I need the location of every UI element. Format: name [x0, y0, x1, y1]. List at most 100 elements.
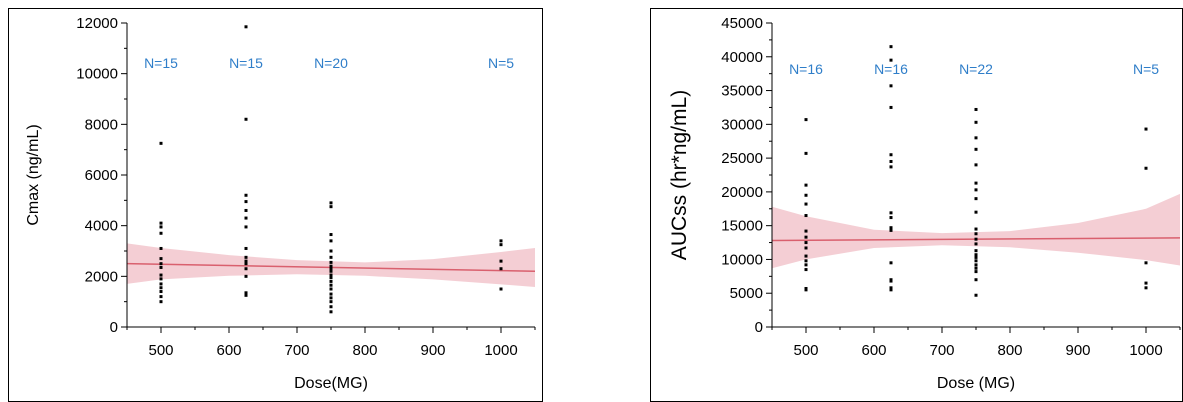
- y-tick-label: 0: [755, 319, 763, 336]
- y-axis-title: AUCss (hr*ng/mL): [668, 90, 691, 260]
- x-tick-label: 800: [997, 342, 1022, 359]
- data-point: [889, 105, 893, 109]
- data-point: [159, 257, 163, 261]
- data-point: [329, 292, 333, 296]
- x-tick-label: 800: [352, 342, 377, 359]
- data-point: [974, 120, 978, 124]
- x-tick-label: 900: [1065, 342, 1090, 359]
- sample-size-label: N=16: [874, 61, 908, 77]
- y-tick-label: 25000: [721, 150, 763, 167]
- data-point: [329, 249, 333, 253]
- data-point: [974, 197, 978, 201]
- data-point: [889, 159, 893, 163]
- data-point: [889, 211, 893, 215]
- data-point: [159, 221, 163, 225]
- data-point: [159, 282, 163, 286]
- sample-size-label: N=5: [1133, 61, 1159, 77]
- sample-size-label: N=20: [314, 55, 348, 71]
- data-point: [974, 270, 978, 274]
- data-point: [974, 163, 978, 167]
- x-tick-label: 500: [148, 342, 173, 359]
- data-point: [329, 283, 333, 287]
- y-tick-label: 6000: [85, 167, 118, 184]
- y-tick-label: 2000: [85, 268, 118, 285]
- data-point: [889, 153, 893, 157]
- data-point: [974, 107, 978, 111]
- chart-frame: [650, 8, 1183, 402]
- sample-size-label: N=5: [488, 55, 514, 71]
- data-point: [804, 229, 808, 233]
- data-point: [159, 141, 163, 145]
- data-point: [804, 246, 808, 250]
- y-tick-label: 8000: [85, 116, 118, 133]
- data-point: [1144, 166, 1148, 170]
- data-point: [889, 216, 893, 220]
- y-tick-label: 45000: [721, 15, 763, 32]
- data-point: [329, 201, 333, 205]
- y-tick-label: 40000: [721, 49, 763, 66]
- data-point: [329, 255, 333, 259]
- data-point: [329, 273, 333, 277]
- data-point: [974, 147, 978, 151]
- cmax-chart-panel: 0 2000 4000 6000 8000 10000 12000 500 600 700 800 9…: [0, 0, 543, 402]
- data-point: [974, 136, 978, 140]
- data-point: [244, 262, 248, 266]
- data-point: [244, 291, 248, 295]
- data-point: [889, 261, 893, 265]
- data-point: [1144, 286, 1148, 290]
- data-point: [244, 193, 248, 197]
- data-point: [974, 278, 978, 282]
- data-point: [974, 242, 978, 246]
- data-point: [974, 188, 978, 192]
- data-point: [499, 267, 503, 271]
- data-point: [244, 267, 248, 271]
- data-point: [159, 273, 163, 277]
- data-point: [159, 262, 163, 266]
- cmax-vs-dose-chart: 0 2000 4000 6000 8000 10000 12000 500 600 700 800 9…: [8, 8, 543, 402]
- confidence-band: [772, 193, 1180, 269]
- data-point: [329, 305, 333, 309]
- x-tick-label: 700: [929, 342, 954, 359]
- data-point: [159, 300, 163, 304]
- data-point: [329, 296, 333, 300]
- data-point: [804, 259, 808, 263]
- x-tick-label: 700: [284, 342, 309, 359]
- data-point: [804, 202, 808, 206]
- data-point: [889, 286, 893, 290]
- data-point: [889, 288, 893, 292]
- data-point: [974, 232, 978, 236]
- sample-size-label: N=22: [959, 61, 993, 77]
- y-tick-label: 35000: [721, 83, 763, 100]
- data-point: [974, 263, 978, 267]
- y-axis-title: Cmax (ng/mL): [25, 124, 42, 225]
- data-point: [804, 254, 808, 258]
- data-point: [329, 239, 333, 243]
- data-point: [244, 293, 248, 297]
- data-point: [804, 288, 808, 292]
- data-point: [804, 151, 808, 155]
- aucss-chart-panel: 0 5000 10000 15000 20000 25000 30000 35000 40000…: [650, 0, 1183, 402]
- data-point: [329, 264, 333, 268]
- aucss-vs-dose-chart: 0 5000 10000 15000 20000 25000 30000 35000 40000…: [650, 8, 1183, 402]
- sample-size-label: N=15: [144, 55, 178, 71]
- data-point: [244, 259, 248, 263]
- y-tick-label: 30000: [721, 116, 763, 133]
- data-point: [244, 208, 248, 212]
- x-axis-title: Dose(MG): [294, 375, 368, 392]
- y-tick-label: 10000: [76, 66, 118, 83]
- data-point: [499, 287, 503, 291]
- data-point: [889, 165, 893, 169]
- data-point: [804, 193, 808, 197]
- x-tick-label: 1000: [484, 342, 517, 359]
- data-point: [159, 295, 163, 299]
- data-point: [329, 267, 333, 271]
- data-point: [804, 268, 808, 272]
- sample-size-label: N=15: [229, 55, 263, 71]
- x-tick-label: 600: [861, 342, 886, 359]
- data-point: [159, 246, 163, 250]
- data-point: [1144, 261, 1148, 265]
- data-point: [804, 263, 808, 267]
- y-tick-label: 5000: [730, 285, 763, 302]
- data-point: [974, 293, 978, 297]
- x-tick-label: 600: [216, 342, 241, 359]
